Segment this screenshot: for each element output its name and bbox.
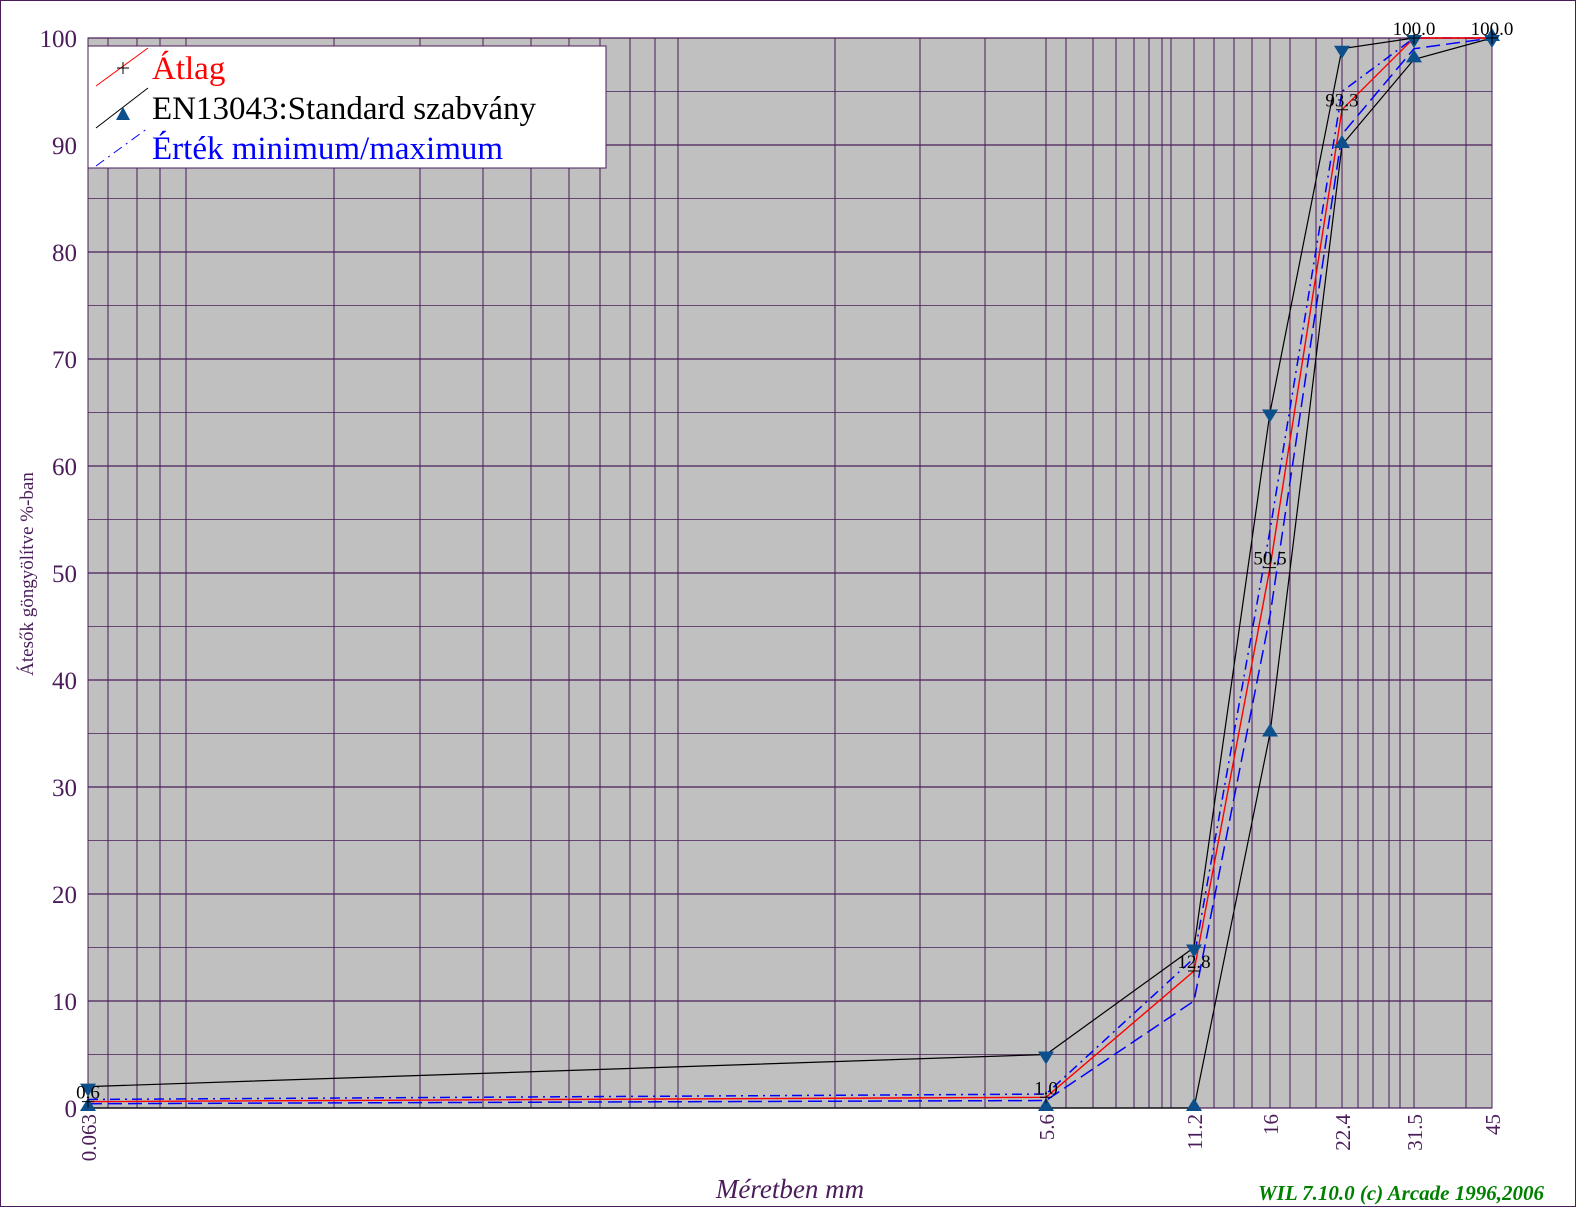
standard-upper-marker (80, 1083, 96, 1097)
data-label: 100.0 (1393, 19, 1436, 40)
grid-lines (87, 37, 1493, 1109)
standard-lower-marker (1186, 1098, 1202, 1111)
data-label: 0.6 (76, 1083, 100, 1104)
atlag-point (1040, 1091, 1052, 1104)
standard-lower-marker (1262, 723, 1278, 737)
y-tick-label: 70 (52, 347, 77, 374)
y-tick-label: 90 (52, 133, 77, 160)
x-tick-label: 31.5 (1403, 1114, 1427, 1151)
standard-upper-marker (1262, 409, 1278, 423)
standard-upper-marker (1334, 45, 1350, 59)
legend-label-standard: EN13043:Standard szabvány (152, 91, 536, 127)
y-tick-label: 50 (52, 561, 77, 588)
y-tick-label: 30 (52, 775, 77, 802)
legend-swatch-atlag (95, 47, 149, 87)
y-tick-label: 100 (40, 26, 78, 53)
legend-swatch-standard (95, 87, 149, 129)
y-axis-label: Átesők göngyölítve %-ban (16, 472, 38, 676)
x-tick-labels: 0.063 5.6 11.2 16 22.4 31.5 45 (77, 1114, 1505, 1162)
legend-marker-plus-icon (117, 62, 129, 74)
y-tick-label: 80 (52, 240, 77, 267)
atlag-point (1336, 103, 1348, 116)
data-label: 12.8 (1177, 952, 1210, 973)
x-tick-label: 11.2 (1183, 1114, 1207, 1150)
standard-lower-marker (1038, 1098, 1054, 1111)
data-label: 100.0 (1471, 19, 1514, 40)
atlag-point (1408, 32, 1420, 44)
standard-lower-marker (1334, 135, 1350, 148)
legend: Átlag EN13043:Standard szabvány Érték mi… (87, 45, 607, 169)
x-tick-label: 45 (1481, 1114, 1505, 1135)
y-tick-label: 10 (52, 989, 77, 1016)
x-axis-label: Méretben mm (715, 1174, 864, 1204)
data-labels: 0.6 1.0 12.8 50.5 93.3 100.0 100.0 (76, 19, 1513, 1104)
series-min-line (87, 37, 1493, 1105)
y-tick-label: 60 (52, 454, 77, 481)
legend-marker-triangle-icon (116, 107, 130, 120)
standard-upper-marker (1038, 1051, 1054, 1065)
series-layer (80, 28, 1500, 1111)
data-label: 50.5 (1253, 549, 1286, 570)
atlag-point (1264, 561, 1276, 574)
credit-text: WIL 7.10.0 (c) Arcade 1996,2006 (1258, 1181, 1544, 1205)
standard-upper-marker (1186, 944, 1202, 958)
legend-box (87, 45, 607, 169)
atlag-point (82, 1095, 94, 1108)
atlag-point (1188, 965, 1200, 978)
legend-label-atlag: Átlag (152, 50, 225, 87)
legend-label-minmax: Érték minimum/maximum (152, 130, 503, 167)
data-label: 93.3 (1325, 91, 1358, 112)
atlag-point (1486, 32, 1498, 44)
y-tick-label: 20 (52, 882, 77, 909)
x-tick-label: 16 (1259, 1114, 1283, 1135)
x-tick-label: 5.6 (1035, 1114, 1059, 1140)
standard-lower-marker (1406, 49, 1422, 63)
x-tick-label: 0.063 (77, 1114, 101, 1161)
legend-swatch-minmax (95, 127, 149, 167)
x-tick-label: 22.4 (1331, 1114, 1355, 1151)
y-tick-labels: 0 10 20 30 40 50 60 70 80 90 100 (40, 26, 78, 1123)
y-tick-label: 40 (52, 668, 77, 695)
data-label: 1.0 (1034, 1078, 1058, 1099)
y-tick-label: 0 (65, 1096, 78, 1123)
